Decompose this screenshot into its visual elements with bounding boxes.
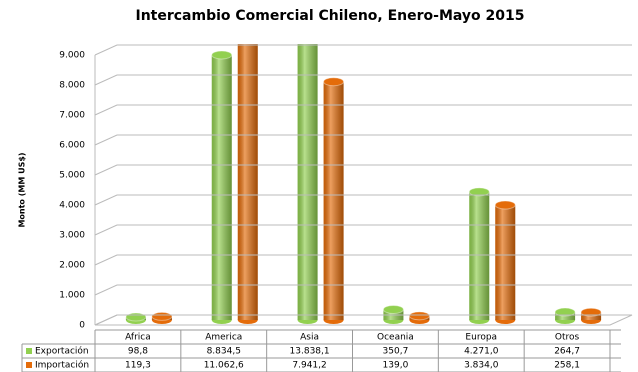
grid-line (94, 164, 632, 176)
data-label: 350,7 (383, 347, 409, 357)
bar-cap (408, 311, 430, 321)
data-label: 11.062,6 (204, 361, 244, 371)
bar-shade (495, 204, 516, 320)
y-tick-label: 6.000 (59, 141, 85, 151)
grid-line (94, 134, 632, 146)
bar-cap (468, 187, 490, 197)
bar-group (151, 311, 173, 324)
data-label: 258,1 (554, 361, 580, 371)
y-tick-label: 8.000 (59, 81, 85, 91)
data-label: 3.834,0 (464, 361, 499, 371)
data-label: 4.271,0 (464, 347, 499, 357)
data-label: 264,7 (554, 347, 580, 357)
bar-cap (580, 307, 602, 317)
data-label: 119,3 (125, 361, 151, 371)
bar-shade (211, 54, 232, 321)
data-label: 13.838,1 (290, 347, 330, 357)
data-label: 8.834,5 (207, 347, 241, 357)
grid-line (94, 254, 632, 266)
bar-shade (469, 191, 490, 320)
x-tick-label: Africa (125, 333, 151, 343)
bar-cap (494, 200, 516, 210)
bar-group (211, 50, 233, 324)
x-tick-label: Asia (300, 333, 319, 343)
y-axis-label: Monto (MM US$) (18, 152, 27, 227)
bar-shade (237, 44, 258, 320)
bar-group (468, 187, 490, 324)
y-tick-label: 5.000 (59, 171, 85, 181)
bar-group (323, 77, 345, 324)
grid-line (94, 224, 632, 236)
legend-swatch (26, 348, 32, 354)
y-tick-label: 1.000 (59, 291, 85, 301)
bar-shade (323, 81, 344, 320)
y-tick-label: 7.000 (59, 111, 85, 121)
bar-group (580, 307, 602, 324)
data-label: 7.941,2 (292, 361, 326, 371)
x-tick-label: Europa (465, 333, 497, 343)
x-tick-label: Oceania (377, 333, 414, 343)
grid-line (94, 284, 632, 296)
bar-group (408, 311, 430, 324)
bar-cap (125, 312, 147, 322)
bar-group (297, 44, 318, 324)
grid-line (94, 44, 632, 56)
floor (94, 314, 633, 326)
legend-label: Importación (35, 360, 89, 371)
bar-group (494, 200, 516, 324)
grid-line (94, 194, 632, 206)
chart-title: Intercambio Comercial Chileno, Enero-May… (135, 8, 524, 24)
grid-line (94, 104, 632, 116)
bar-cap (554, 307, 576, 317)
legend-swatch (26, 362, 32, 368)
bar-shade (297, 44, 318, 321)
bar-group (237, 44, 258, 324)
plot-area (125, 44, 602, 324)
bar-cap (382, 304, 404, 314)
y-tick-label: 2.000 (59, 261, 85, 271)
legend-label: Exportación (35, 346, 89, 357)
grid-line (94, 74, 632, 86)
data-label: 98,8 (128, 347, 148, 357)
bar-cap (151, 311, 173, 321)
bar-cap (211, 50, 233, 60)
bar-cap (323, 77, 345, 87)
x-tick-label: America (205, 333, 242, 343)
y-tick-label: 3.000 (59, 231, 85, 241)
y-tick-label: 0 (79, 321, 85, 331)
x-tick-label: Otros (555, 333, 580, 343)
bar-group (554, 307, 576, 324)
y-tick-label: 9.000 (59, 51, 85, 61)
data-label: 139,0 (383, 361, 409, 371)
y-tick-label: 4.000 (59, 201, 85, 211)
grid-line (94, 314, 632, 326)
